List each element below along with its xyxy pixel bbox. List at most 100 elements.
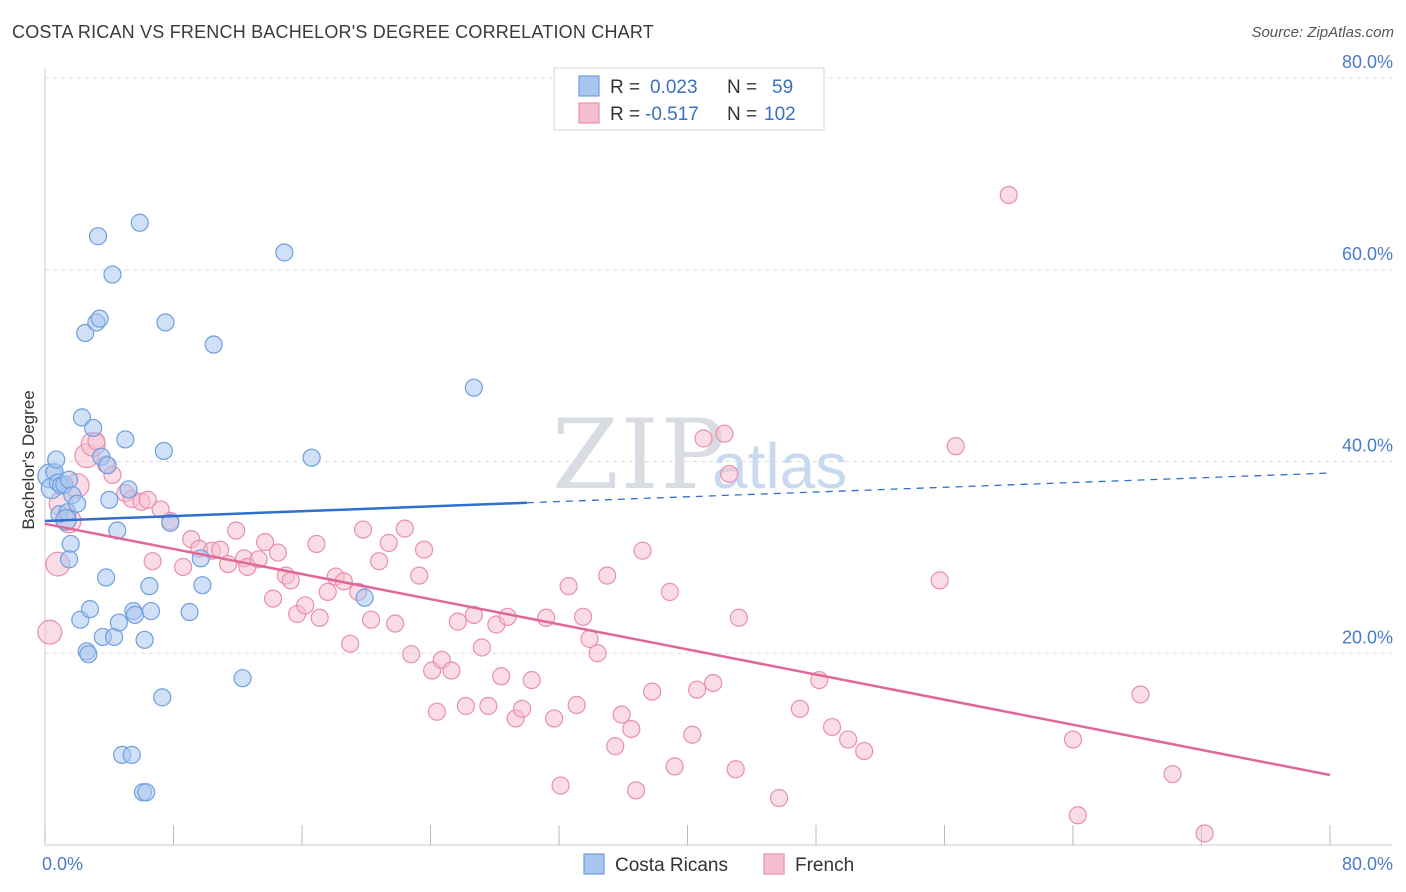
costa-ricans-point (464, 378, 483, 397)
french-point (545, 709, 564, 728)
french-trend-line (44, 522, 1331, 777)
costa-ricans-point (109, 613, 128, 632)
costa-ricans-point (68, 494, 87, 513)
french-point (688, 680, 707, 699)
legend-swatch-blue (578, 75, 600, 97)
french-point (296, 596, 315, 615)
costa-ricans-point (96, 568, 116, 587)
french-point (1131, 685, 1150, 704)
french-point (822, 717, 842, 737)
costa-ricans-point (153, 688, 172, 707)
french-point (414, 540, 434, 559)
french-point (626, 781, 646, 800)
french-point (1163, 764, 1182, 784)
french-point (855, 741, 874, 761)
french-point (37, 619, 63, 645)
legend-r-label-1: R = (610, 77, 640, 98)
watermark: ZIP atlas (552, 399, 847, 511)
costa-ricans-point (154, 441, 173, 461)
french-point (567, 695, 586, 715)
french-point (442, 661, 461, 680)
french-point (715, 424, 734, 443)
chart-source: Source: ZipAtlas.com (1251, 24, 1394, 41)
french-point (402, 645, 421, 664)
costa-ricans-point (76, 323, 95, 343)
french-point (386, 614, 405, 633)
french-point (227, 521, 246, 540)
legend-r-value-1: 0.023 (650, 77, 698, 98)
french-point (946, 437, 965, 456)
french-point (1068, 806, 1087, 825)
y-axis-title: Bachelor's Degree (19, 390, 38, 529)
french-point (353, 520, 373, 539)
french-point (704, 673, 723, 693)
french-point (138, 490, 157, 509)
french-point (999, 185, 1018, 205)
costa-ricans-point (84, 418, 103, 438)
french-point (512, 699, 532, 718)
french-point (720, 464, 739, 484)
french-point (143, 552, 162, 571)
watermark-atlas: atlas (712, 430, 847, 502)
costa-ricans-point (180, 602, 199, 622)
y-tick-label: 60.0% (1342, 244, 1393, 264)
costa-ricans-point (100, 490, 119, 509)
french-point (612, 705, 631, 724)
chart-title: COSTA RICAN VS FRENCH BACHELOR'S DEGREE … (12, 22, 654, 42)
costa-ricans-trend-extension (526, 472, 1331, 504)
costa-ricans-point (80, 600, 100, 619)
french-point (263, 589, 283, 608)
costa-ricans-point (302, 448, 321, 467)
costa-ricans-point (137, 783, 156, 802)
bottom-legend-swatch-french (763, 853, 785, 875)
costa-ricans-point (233, 669, 252, 688)
french-point (310, 608, 329, 627)
costa-ricans-point (125, 605, 145, 625)
french-point (456, 696, 475, 716)
costa-ricans-point (88, 227, 108, 246)
french-point (729, 608, 749, 627)
french-point (643, 682, 662, 701)
french-point (683, 725, 702, 744)
legend-n-value-1: 59 (772, 77, 793, 98)
costa-ricans-point (79, 645, 98, 664)
x-tick-label-max: 80.0% (1342, 854, 1393, 874)
costa-ricans-point (61, 534, 80, 554)
costa-ricans-point (275, 243, 294, 262)
trend-lines (44, 472, 1331, 777)
costa-ricans-point (47, 450, 66, 469)
bottom-legend-swatch-costa-ricans (583, 853, 605, 875)
french-point (559, 577, 578, 596)
costa-ricans-point (130, 213, 149, 232)
french-point (379, 533, 398, 553)
legend-r-label-2: R = (610, 104, 640, 125)
costa-ricans-point (59, 550, 79, 569)
french-point (341, 634, 360, 653)
legend-r-value-2: -0.517 (645, 104, 699, 125)
costa-ricans-point (59, 470, 79, 489)
french-point (395, 519, 414, 538)
french-point (472, 638, 491, 657)
french-point (694, 429, 713, 448)
costa-ricans-point (98, 456, 117, 475)
legend-n-label-2: N = (727, 104, 757, 125)
french-point (522, 670, 541, 690)
costa-ricans-point (119, 480, 138, 499)
legend-n-label-1: N = (727, 77, 757, 98)
y-tick-label: 80.0% (1342, 52, 1393, 72)
french-point (726, 760, 745, 779)
french-point (370, 552, 389, 571)
costa-ricans-point (140, 577, 159, 596)
french-point (1195, 824, 1214, 843)
bottom-legend-label-french: French (795, 855, 854, 876)
french-point (281, 571, 300, 590)
x-tick-label-min: 0.0% (42, 854, 83, 874)
axis-labels: 20.0% 40.0% 60.0% 80.0% 0.0% 80.0% Bachelor's … (19, 52, 1393, 874)
costa-ricans-point (193, 576, 212, 595)
french-point (930, 571, 949, 590)
costa-ricans-point (122, 745, 141, 764)
french-point (174, 557, 193, 577)
french-point (588, 644, 607, 663)
french-point (633, 541, 652, 560)
